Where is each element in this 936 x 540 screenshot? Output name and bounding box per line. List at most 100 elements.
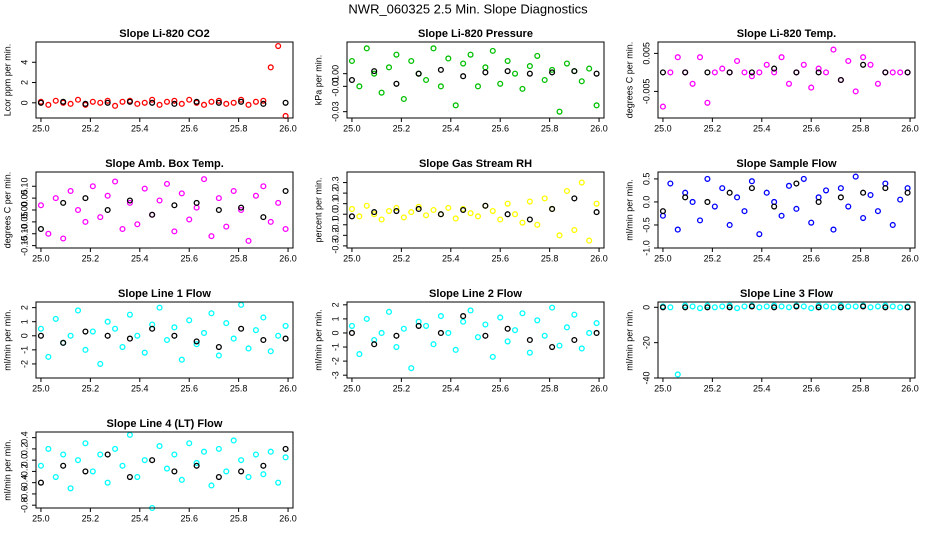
point <box>208 482 215 489</box>
y-tick-label: -0.03 <box>330 101 340 122</box>
point <box>104 97 111 104</box>
point <box>252 192 259 199</box>
point <box>504 338 511 345</box>
x-tick-label: 25.8 <box>541 123 559 133</box>
y-tick-label: 0.00 <box>330 65 340 83</box>
point <box>689 198 696 205</box>
point <box>267 348 274 355</box>
point <box>126 311 133 318</box>
point <box>711 203 718 210</box>
x-tick-label: 25.8 <box>852 253 870 263</box>
point <box>734 194 741 201</box>
point <box>141 457 148 464</box>
point <box>474 334 482 341</box>
point <box>904 304 911 311</box>
x-tick-label: 25.6 <box>180 513 198 523</box>
point <box>408 365 415 372</box>
point <box>60 98 67 105</box>
point <box>171 451 178 458</box>
point <box>371 70 378 77</box>
point <box>193 462 200 469</box>
point <box>52 97 59 104</box>
y-axis-label: ml/min per min. <box>624 179 634 241</box>
point <box>571 336 578 344</box>
y-tick-label: 2 <box>19 80 29 85</box>
x-tick-label: 25.8 <box>230 123 248 133</box>
point <box>260 100 267 107</box>
point <box>356 351 363 358</box>
point <box>556 108 563 115</box>
point <box>126 335 133 342</box>
point <box>815 65 822 72</box>
point <box>571 311 578 318</box>
point <box>282 99 289 106</box>
point <box>830 304 837 311</box>
x-tick-label: 25.0 <box>32 123 50 133</box>
point <box>504 68 511 75</box>
point <box>771 69 778 76</box>
point <box>793 69 800 76</box>
point <box>82 218 89 225</box>
point <box>778 212 785 219</box>
point <box>134 100 141 107</box>
y-tick-label: -1 <box>330 343 340 351</box>
point <box>282 322 289 329</box>
point <box>245 345 252 352</box>
point <box>867 61 874 68</box>
point <box>460 206 467 214</box>
point <box>526 349 533 356</box>
point <box>74 206 82 214</box>
y-axis-label: Lcor ppm per min. <box>2 44 12 117</box>
point <box>348 213 355 220</box>
point <box>586 65 593 72</box>
plot-frame <box>657 41 916 119</box>
point <box>37 225 44 233</box>
point <box>659 304 666 311</box>
point <box>223 223 230 230</box>
point <box>526 198 533 205</box>
point <box>860 61 867 68</box>
point <box>541 332 548 339</box>
point <box>704 99 711 106</box>
point <box>149 211 156 218</box>
point <box>659 69 666 76</box>
point <box>200 101 208 108</box>
point <box>126 473 133 481</box>
y-tick-label: -40 <box>641 371 651 384</box>
point <box>445 55 452 62</box>
point <box>445 204 452 211</box>
point <box>549 66 556 73</box>
point <box>897 69 904 76</box>
point <box>726 69 733 76</box>
x-tick-label: 25.0 <box>343 253 361 263</box>
point <box>149 99 156 106</box>
y-axis-label: ml/min per min. <box>624 309 634 371</box>
point <box>889 303 896 310</box>
point <box>549 343 556 351</box>
panel-title: Slope Line 3 Flow <box>740 288 833 300</box>
point <box>874 80 881 87</box>
point <box>348 76 355 84</box>
point <box>371 68 378 75</box>
point <box>682 69 689 76</box>
point <box>756 231 763 238</box>
point <box>89 468 96 475</box>
point <box>178 190 185 197</box>
x-tick-label: 25.8 <box>541 253 559 263</box>
x-tick-label: 25.2 <box>704 123 722 133</box>
y-tick-label: 0.0 <box>330 208 340 221</box>
point <box>563 324 570 331</box>
point <box>238 204 245 211</box>
x-tick-label: 25.6 <box>802 123 820 133</box>
point <box>578 179 585 186</box>
point <box>260 214 267 221</box>
point <box>97 99 104 106</box>
point <box>578 78 585 85</box>
point <box>385 308 393 315</box>
point <box>497 216 504 223</box>
point <box>874 303 881 310</box>
point <box>771 65 778 72</box>
point <box>659 103 666 110</box>
x-tick-label: 26.0 <box>279 253 297 263</box>
